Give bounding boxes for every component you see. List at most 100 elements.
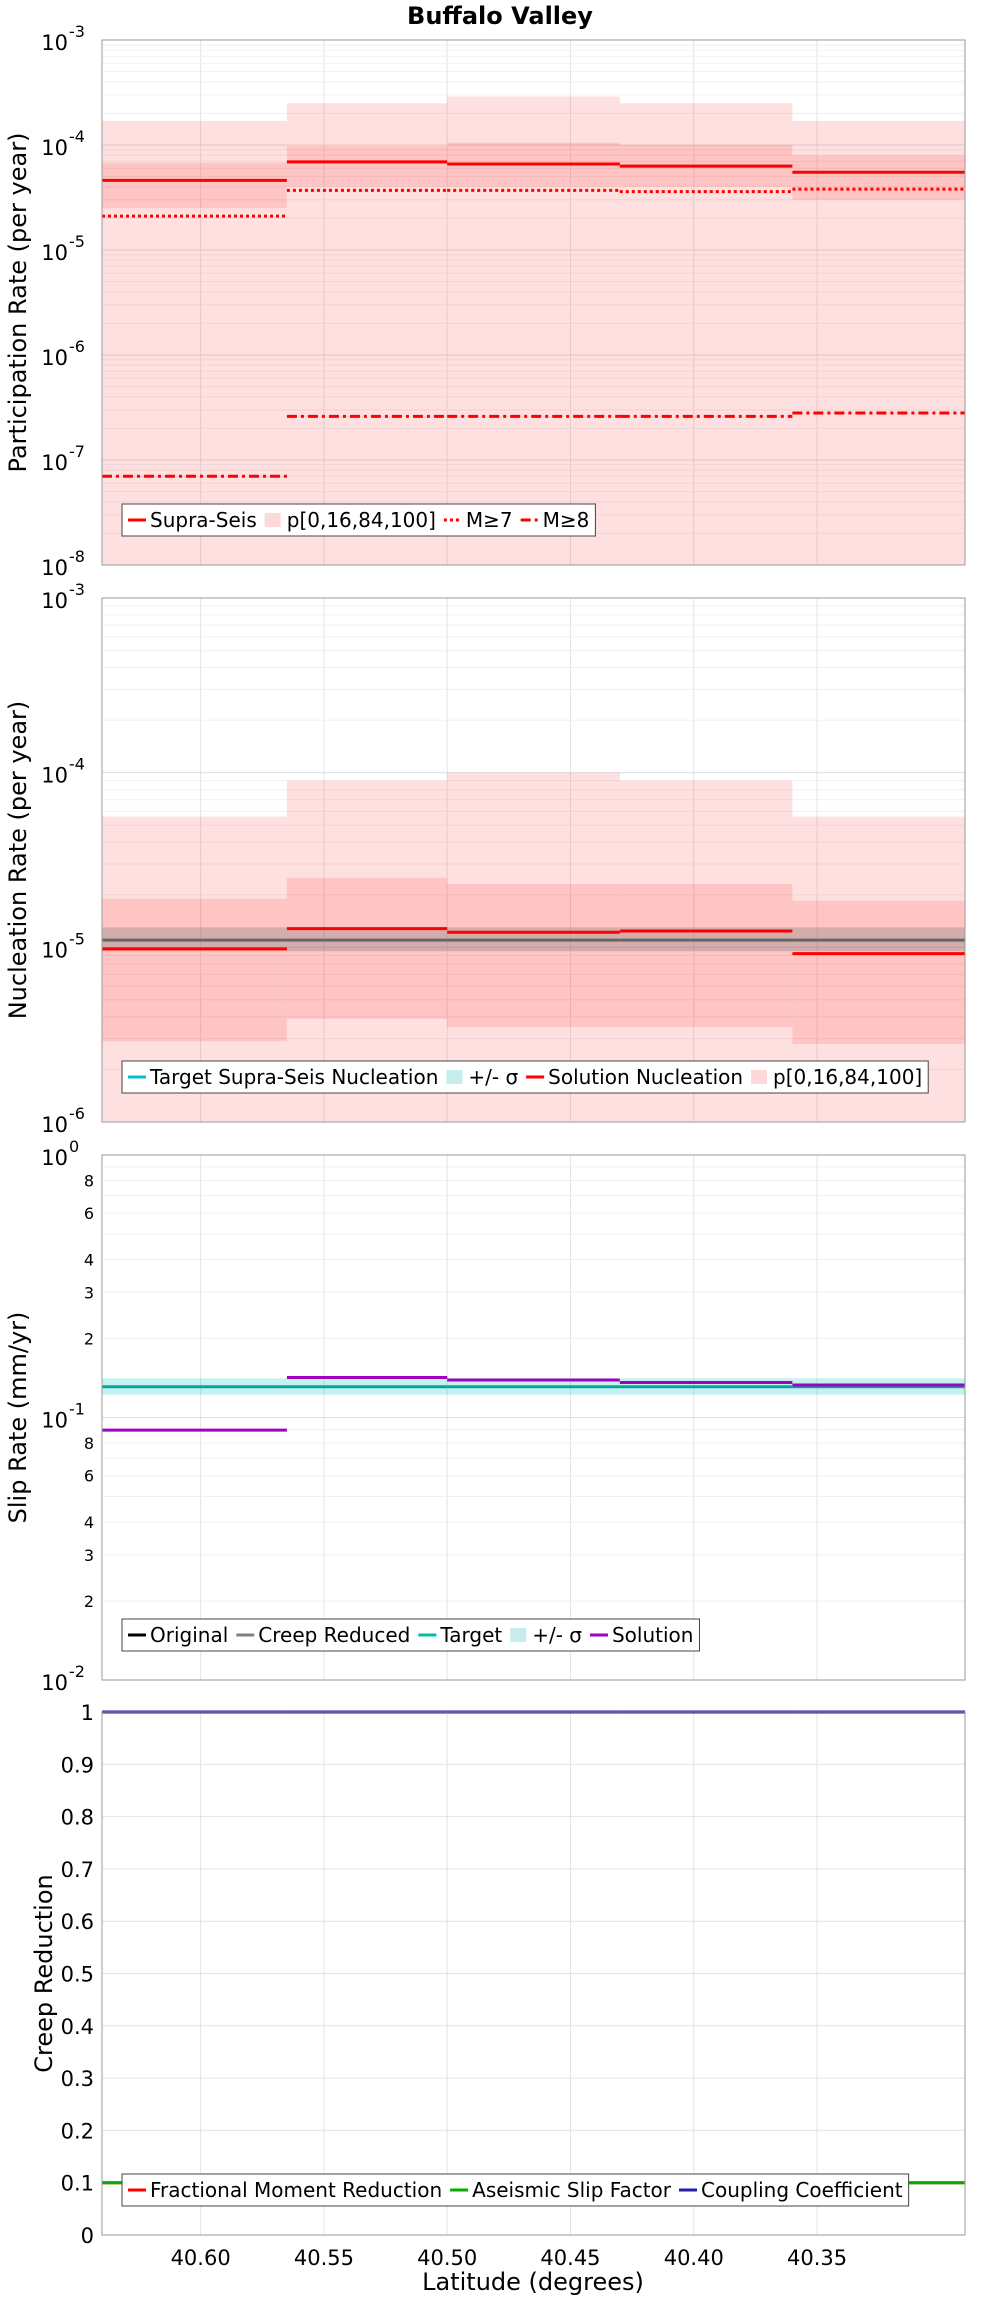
band-segment xyxy=(286,103,448,565)
y-minor-tick-label: 2 xyxy=(84,1592,94,1611)
y-tick-base: 10 xyxy=(41,31,68,55)
band-segment xyxy=(102,898,287,1042)
legend-item: p[0,16,84,100] xyxy=(264,508,436,532)
y-tick-base: 10 xyxy=(41,589,68,613)
band-segment xyxy=(447,884,620,1027)
y-tick-exponent-text: 0 xyxy=(69,1137,79,1156)
y-tick-exponent-text: -4 xyxy=(69,127,85,146)
band-2 xyxy=(102,142,965,209)
y-tick-base: 10 xyxy=(41,938,68,962)
y-minor-tick-label: 3 xyxy=(84,1283,94,1302)
y-tick-label: 10 xyxy=(41,589,68,613)
legend-item: Original xyxy=(128,1623,228,1647)
plot-area xyxy=(102,40,965,565)
series-2 xyxy=(102,187,965,218)
y-tick-exponent-text: -3 xyxy=(69,22,85,41)
legend: Fractional Moment Reduction Aseismic Slip… xyxy=(121,2173,910,2207)
y-minor-tick-label: 2 xyxy=(84,1329,94,1348)
legend-item: Solution Nucleation xyxy=(526,1065,743,1089)
x-tick-label: 40.55 xyxy=(294,2246,354,2270)
y-tick-label: 0.1 xyxy=(61,2172,94,2196)
y-minor-tick-label: 6 xyxy=(84,1467,94,1486)
legend-item: Target Supra-Seis Nucleation xyxy=(128,1065,438,1089)
legend-swatch-box xyxy=(510,1628,527,1642)
legend-label: Creep Reduced xyxy=(258,1623,410,1647)
y-tick-label: 0.7 xyxy=(61,1858,94,1882)
y-tick-exponent-text: -1 xyxy=(69,1400,85,1419)
legend-box xyxy=(121,2173,910,2207)
legend-label: Fractional Moment Reduction xyxy=(150,2178,442,2202)
legend-label: Coupling Coefficient xyxy=(701,2178,903,2202)
legend-item: p[0,16,84,100] xyxy=(751,1065,922,1089)
legend-item: Solution xyxy=(589,1623,693,1647)
legend-item: Supra-Seis xyxy=(128,508,257,532)
y-tick-labels: 10-610-510-410-3 xyxy=(41,580,85,1137)
x-tick-labels: 40.60 40.55 40.50 40.45 40.40 40.35 xyxy=(171,2246,848,2270)
y-tick-label: 10 xyxy=(41,1113,68,1137)
y-tick-exponent-text: -6 xyxy=(69,1104,85,1123)
plot-frame xyxy=(101,39,966,566)
y-minor-tick-label: 6 xyxy=(84,1204,94,1223)
x-tick-label: 40.35 xyxy=(787,2246,847,2270)
legend-label: +/- σ xyxy=(532,1623,582,1647)
panels: 10-810-710-610-510-410 -3 Participation Ra… xyxy=(4,22,966,2270)
legend-swatch-box xyxy=(264,513,281,527)
y-tick-label: 0.3 xyxy=(61,2067,94,2091)
legend-label: M≥8 xyxy=(543,508,590,532)
band-segment xyxy=(619,884,793,1027)
y-tick-label: 10 xyxy=(41,556,68,580)
series-1 xyxy=(102,160,965,182)
y-tick-labels: 0 0.1 0.2 0.3 0.4 0.5 0.6 0.7 0.8 0.9 1 xyxy=(61,1701,94,2248)
y-tick-base: 10 xyxy=(41,556,68,580)
y-tick-label: 0.5 xyxy=(61,1963,94,1987)
band-segment xyxy=(619,103,793,565)
y-minor-tick-label: 8 xyxy=(84,1171,94,1190)
legend-item: Fractional Moment Reduction xyxy=(128,2178,442,2202)
legend-label: Solution xyxy=(612,1623,693,1647)
legend: Original Creep Reduced Target +/- σ Solution xyxy=(121,1618,700,1652)
y-tick-label: 10 xyxy=(41,346,68,370)
legend-item: Aseismic Slip Factor xyxy=(450,2178,672,2202)
y-tick-base: 10 xyxy=(41,1146,68,1170)
legend-label: Target xyxy=(439,1623,502,1647)
y-tick-label: 0.4 xyxy=(61,2015,94,2039)
y-tick-label: 10 xyxy=(41,241,68,265)
y-tick-label: 10 xyxy=(41,1409,68,1433)
legend-swatch-box xyxy=(751,1070,768,1084)
y-tick-labels: 10-810-710-610-510-410-3 xyxy=(41,22,85,580)
y-tick-base: 10 xyxy=(41,346,68,370)
legend: Target Supra-Seis Nucleation +/- σ Solutio… xyxy=(121,1060,929,1094)
legend-label: Supra-Seis xyxy=(150,508,257,532)
legend-item: Coupling Coefficient xyxy=(679,2178,903,2202)
y-axis-label: Slip Rate (mm/yr) xyxy=(4,1312,32,1524)
legend-item: M≥7 xyxy=(443,508,513,532)
y-tick-base: 10 xyxy=(41,1113,68,1137)
legend-label: p[0,16,84,100] xyxy=(287,508,436,532)
y-axis-label: Participation Rate (per year) xyxy=(4,133,32,473)
panel-1: 10-810-710-610-510-410 -3 Participation Ra… xyxy=(4,22,966,580)
band-segment xyxy=(286,877,448,1019)
y-tick-label: 10 xyxy=(41,451,68,475)
legend-label: Original xyxy=(150,1623,228,1647)
y-minor-tick-label: 4 xyxy=(84,1250,94,1269)
y-tick-base: 10 xyxy=(41,241,68,265)
y-tick-label: 10 xyxy=(41,938,68,962)
y-tick-label: 10 xyxy=(41,764,68,788)
y-tick-exponent-text: -3 xyxy=(69,580,85,599)
x-tick-label: 40.40 xyxy=(664,2246,724,2270)
y-tick-base: 10 xyxy=(41,451,68,475)
y-tick-label: 0.8 xyxy=(61,1806,94,1830)
y-tick-label: 10 xyxy=(41,136,68,160)
y-tick-label: 0.2 xyxy=(61,2119,94,2143)
band-1 xyxy=(102,96,965,566)
y-tick-label: 10 xyxy=(41,31,68,55)
legend-item: +/- σ xyxy=(510,1623,582,1647)
gridlines xyxy=(102,1155,965,1681)
legend: Supra-Seis p[0,16,84,100] M≥7 M≥8 xyxy=(121,503,596,537)
band-segment xyxy=(286,145,448,187)
series-2 xyxy=(102,927,965,956)
band-segment xyxy=(447,96,620,565)
